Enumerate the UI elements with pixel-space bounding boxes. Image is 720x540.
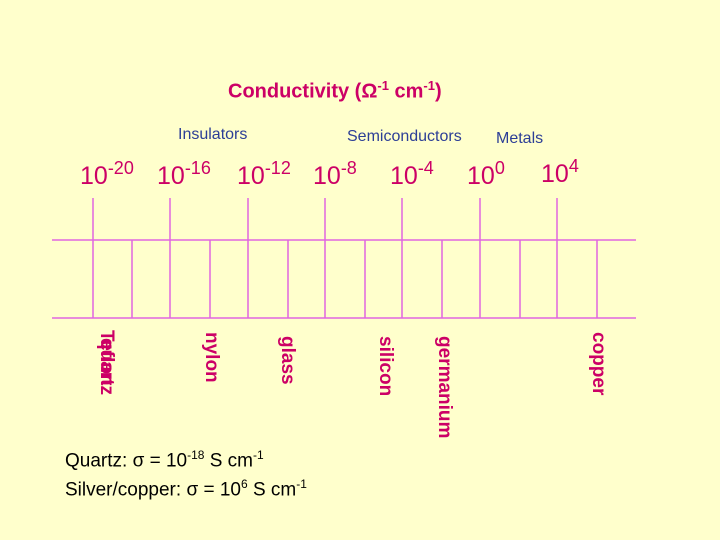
- category-insulators: Insulators: [178, 126, 248, 143]
- material-copper: copper: [588, 332, 609, 396]
- note-quartz-eq: = 10: [144, 450, 188, 472]
- scale-exponent: -12: [264, 158, 291, 178]
- scale-label-1e4: 104: [541, 156, 579, 189]
- scale-label-1e-8: 10-8: [313, 158, 357, 191]
- note-silver-eq: = 10: [198, 479, 241, 501]
- scale-base: 10: [390, 162, 418, 190]
- scale-base: 10: [467, 162, 495, 190]
- sigma-symbol: σ: [132, 450, 145, 472]
- material-quartz: quartz: [96, 338, 117, 395]
- scale-label-1e0: 100: [467, 158, 505, 191]
- diagram-title: Conductivity (Ω-1 cm-1): [228, 78, 442, 104]
- material-germanium: germanium: [434, 336, 455, 439]
- title-exp-1: -1: [377, 78, 389, 93]
- note-silver-label: Silver/copper:: [65, 479, 187, 501]
- note-quartz-exp: -18: [187, 448, 205, 462]
- scale-label-1e-12: 10-12: [237, 158, 291, 191]
- material-nylon: nylon: [201, 332, 222, 383]
- sigma-symbol: σ: [186, 479, 199, 501]
- scale-exponent: 0: [494, 158, 505, 178]
- scale-exponent: -4: [417, 158, 434, 178]
- category-semiconductors: Semiconductors: [347, 128, 462, 145]
- note-quartz-label: Quartz:: [65, 450, 133, 472]
- scale-label-1e-20: 10-20: [80, 158, 134, 191]
- note-quartz-unit-exp: -1: [253, 448, 264, 462]
- scale-exponent: -16: [184, 158, 211, 178]
- note-quartz: Quartz: σ = 10-18 S cm-1: [65, 448, 264, 472]
- scale-base: 10: [313, 162, 341, 190]
- scale-exponent: -8: [340, 158, 357, 178]
- note-silver-exp: 6: [240, 477, 248, 491]
- scale-label-1e-16: 10-16: [157, 158, 211, 191]
- title-exp-2: -1: [423, 78, 435, 93]
- scale-exponent: -20: [107, 158, 134, 178]
- scale-base: 10: [541, 160, 569, 188]
- category-metals: Metals: [496, 130, 544, 147]
- note-silver-copper: Silver/copper: σ = 106 S cm-1: [65, 477, 307, 501]
- title-omega: Ω: [361, 80, 378, 103]
- title-suffix: ): [434, 80, 442, 103]
- title-unit: cm: [388, 80, 424, 103]
- material-glass: glass: [277, 336, 298, 385]
- note-quartz-unit: S cm: [204, 450, 254, 472]
- scale-label-1e-4: 10-4: [390, 158, 434, 191]
- scale-base: 10: [237, 162, 265, 190]
- scale-base: 10: [80, 162, 108, 190]
- note-silver-unit: S cm: [247, 479, 297, 501]
- material-silicon: silicon: [375, 336, 396, 397]
- scale-exponent: 4: [568, 156, 579, 176]
- scale-base: 10: [157, 162, 185, 190]
- title-prefix: Conductivity (: [228, 80, 362, 103]
- note-silver-unit-exp: -1: [296, 477, 307, 491]
